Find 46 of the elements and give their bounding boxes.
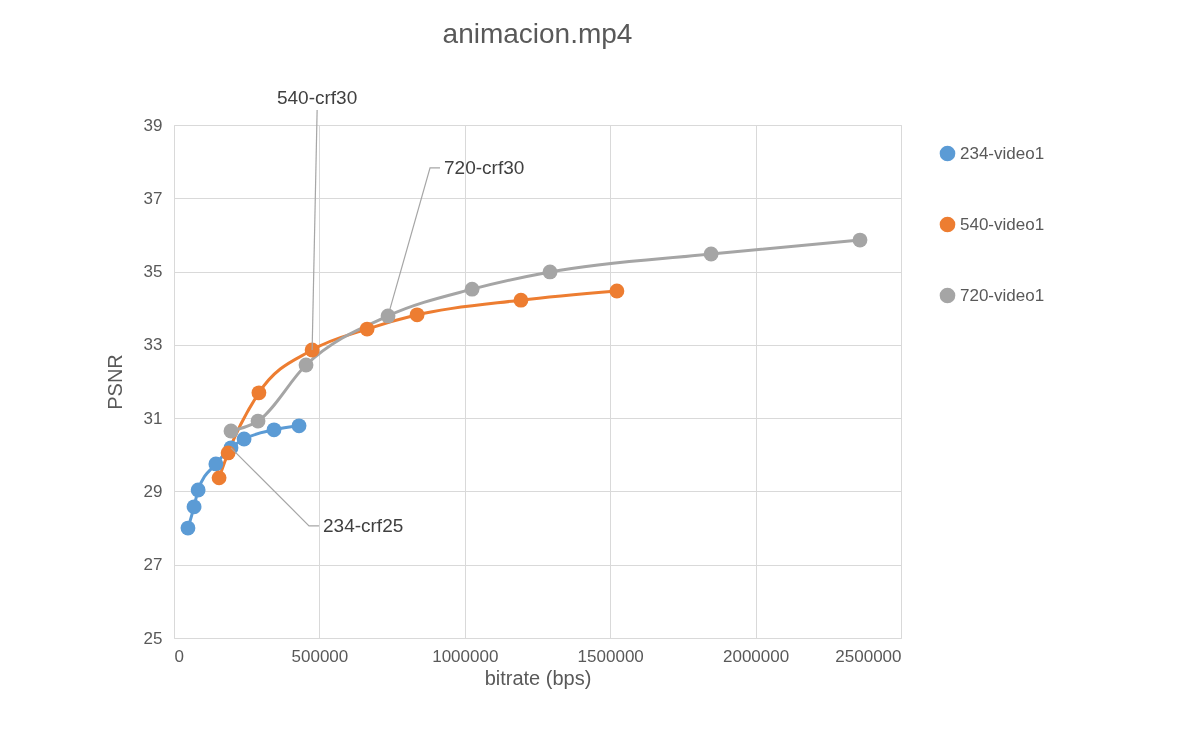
x-axis-title: bitrate (bps) bbox=[484, 666, 592, 689]
y-tick-label: 35 bbox=[143, 262, 163, 282]
point bbox=[186, 499, 202, 515]
chart-title: animacion.mp4 bbox=[442, 17, 633, 49]
point bbox=[513, 292, 529, 308]
y-tick-label: 39 bbox=[143, 115, 163, 135]
point bbox=[236, 431, 252, 447]
annotation: 720-crf30 bbox=[444, 156, 525, 178]
point bbox=[251, 385, 267, 401]
point bbox=[464, 281, 480, 297]
y-tick-label: 27 bbox=[143, 555, 163, 575]
y-tick-label: 25 bbox=[143, 628, 163, 648]
y-tick-label: 31 bbox=[143, 408, 163, 428]
x-tick-label: 2500000 bbox=[835, 646, 902, 666]
x-tick-label: 0 bbox=[174, 646, 184, 666]
point bbox=[266, 422, 282, 438]
point bbox=[190, 482, 206, 498]
point bbox=[220, 445, 236, 461]
point bbox=[359, 321, 375, 337]
point bbox=[291, 418, 307, 434]
point bbox=[180, 520, 196, 536]
point bbox=[703, 246, 719, 262]
y-axis-title: PSNR bbox=[103, 354, 126, 410]
legend-label: 540-video1 bbox=[960, 214, 1045, 234]
point bbox=[304, 342, 320, 358]
annotation: 234-crf25 bbox=[323, 514, 404, 536]
y-tick-label: 37 bbox=[143, 188, 163, 208]
y-tick-label: 29 bbox=[143, 481, 163, 501]
point bbox=[223, 423, 239, 439]
x-tick-label: 1500000 bbox=[577, 646, 644, 666]
point bbox=[211, 470, 227, 486]
legend-label: 720-video1 bbox=[960, 285, 1045, 305]
point bbox=[250, 413, 266, 429]
point bbox=[609, 283, 625, 299]
x-tick-label: 1000000 bbox=[432, 646, 499, 666]
point bbox=[409, 307, 425, 323]
x-tick-label: 500000 bbox=[291, 646, 349, 666]
point bbox=[298, 357, 314, 373]
x-tick-label: 2000000 bbox=[723, 646, 790, 666]
point bbox=[542, 264, 558, 280]
point bbox=[852, 232, 868, 248]
point bbox=[380, 308, 396, 324]
y-tick-label: 33 bbox=[143, 335, 163, 355]
point bbox=[208, 456, 224, 472]
legend-label: 234-video1 bbox=[960, 143, 1045, 163]
annotation: 540-crf30 bbox=[276, 86, 358, 108]
